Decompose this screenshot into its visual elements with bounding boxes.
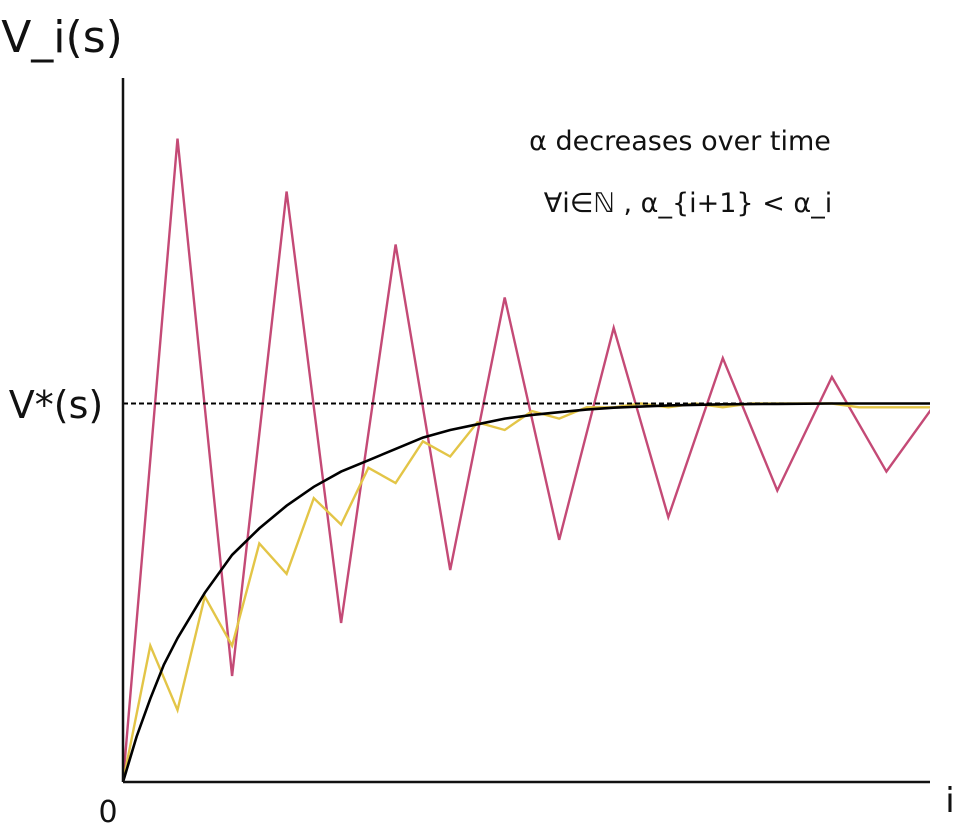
reference-line-label: V*(s) [9,383,103,427]
annotation-alpha-decreases: α decreases over time [529,126,831,157]
y-axis-label: V_i(s) [1,12,123,63]
origin-label: 0 [98,795,117,826]
series-pink-oscillating [123,139,959,782]
annotation-alpha-inequality: ∀i∈ℕ , α_{i+1} < α_i [544,188,832,219]
series-layer [123,139,959,782]
x-axis-label: i [945,781,954,821]
